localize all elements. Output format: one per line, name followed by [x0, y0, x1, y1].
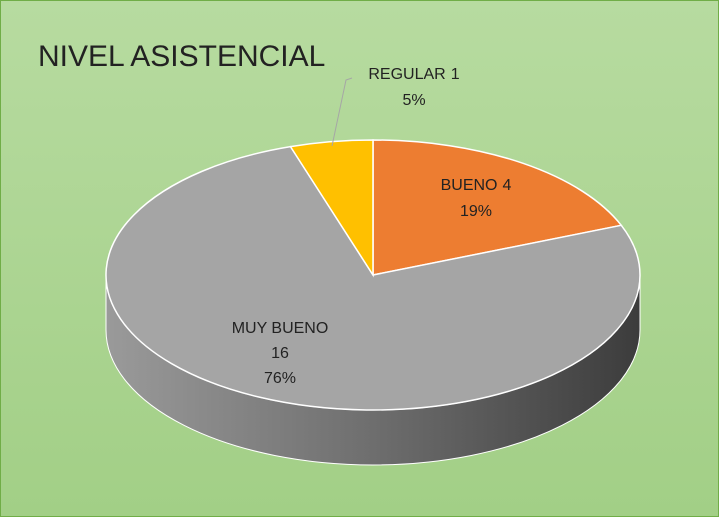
data-label: REGULAR 1 5%: [368, 66, 459, 109]
data-label: MUY BUENO 16 76%: [232, 320, 329, 387]
data-label: BUENO 4 19%: [441, 177, 512, 220]
data-label-percent: 5%: [402, 92, 425, 109]
chart-title: NIVEL ASISTENCIAL: [38, 40, 325, 73]
data-label-count: 1: [451, 66, 460, 83]
data-label-category: REGULAR: [368, 66, 445, 83]
pie-slice: [105, 145, 641, 411]
data-label-percent: 76%: [264, 370, 296, 387]
pie-slice: [372, 139, 623, 276]
pie-slice: [289, 139, 374, 278]
leader-line: [331, 77, 353, 147]
data-label-count: 4: [503, 177, 512, 194]
data-label-percent: 19%: [460, 203, 492, 220]
data-label-category: BUENO: [441, 177, 498, 194]
data-label-count: 16: [271, 345, 289, 362]
pie: [105, 139, 641, 466]
labels: BUENO 4 19% MUY BUENO 16 76% REGULAR 1 5%: [232, 66, 512, 387]
data-label-category: MUY BUENO: [232, 320, 329, 337]
